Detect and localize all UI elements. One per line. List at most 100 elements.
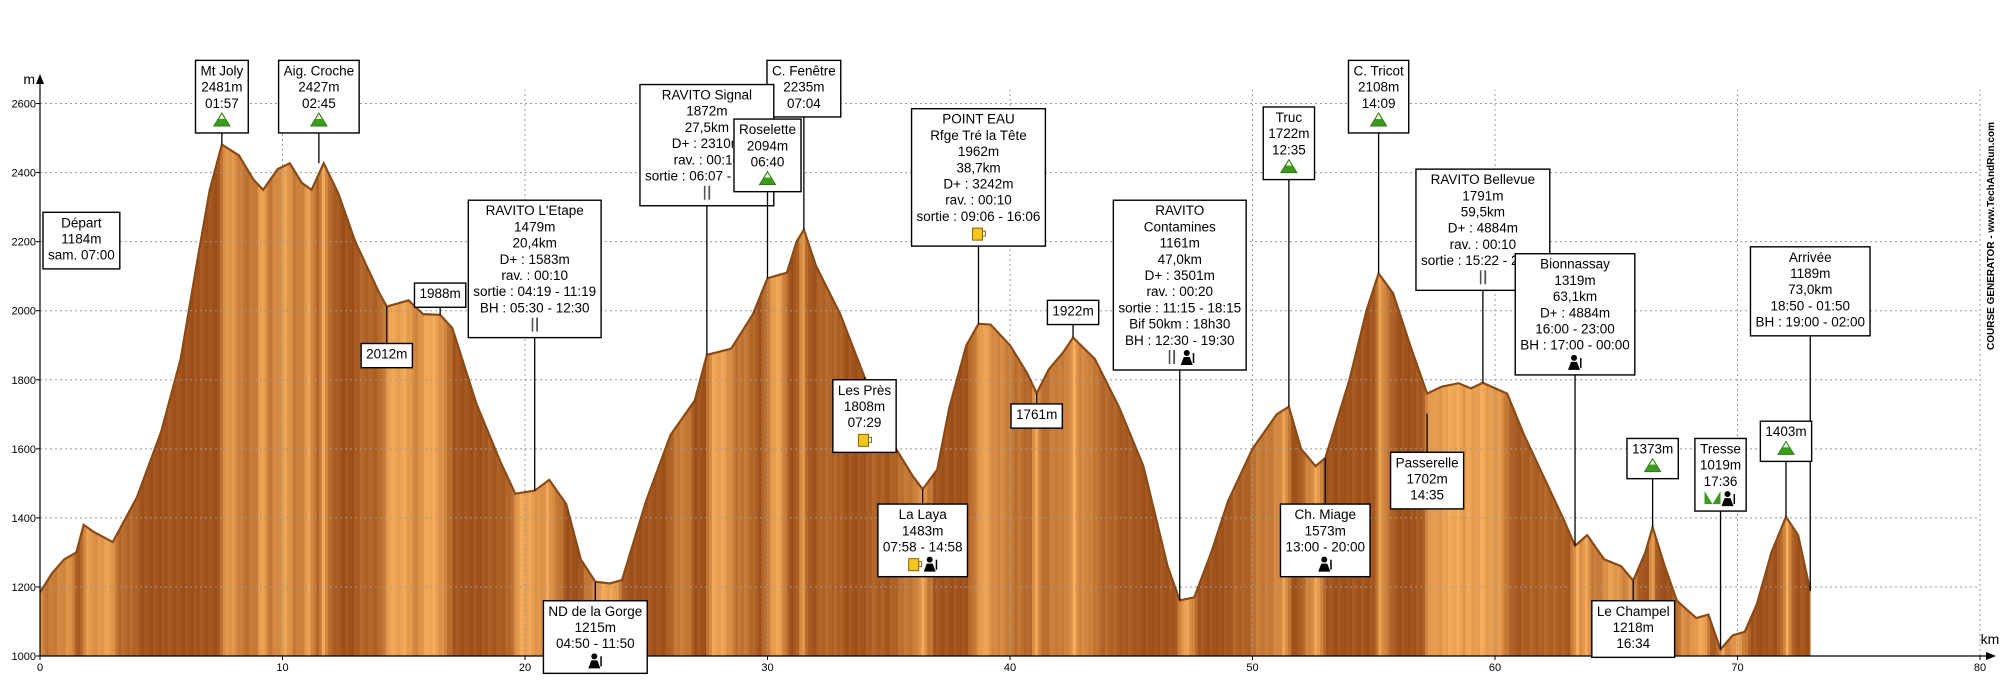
profile-strip xyxy=(42,582,47,657)
person-icon-head xyxy=(1724,491,1731,498)
x-tick-label: 0 xyxy=(37,662,43,674)
profile-strip xyxy=(1066,341,1071,657)
profile-strip xyxy=(345,213,349,657)
profile-strip xyxy=(505,472,509,657)
annotation-box xyxy=(1389,451,1465,510)
x-tick-label: 40 xyxy=(1004,662,1016,674)
profile-strip xyxy=(665,440,669,657)
profile-strip xyxy=(441,315,445,657)
profile-strip xyxy=(1453,383,1458,657)
profile-strip xyxy=(1439,386,1443,657)
profile-strip xyxy=(1506,393,1510,657)
profile-strip xyxy=(819,273,824,657)
profile-strip xyxy=(240,157,244,657)
person-icon-stick xyxy=(1192,353,1195,364)
profile-strip xyxy=(1451,383,1455,657)
annotation-text: D+ : 4884m xyxy=(1448,221,1518,236)
profile-strip xyxy=(287,163,291,657)
profile-strip xyxy=(1203,563,1208,657)
profile-strip xyxy=(490,439,495,657)
x-tick-label: 50 xyxy=(1246,662,1258,674)
profile-strip xyxy=(1162,548,1167,657)
drink-icon xyxy=(971,227,983,241)
drink-icon xyxy=(858,433,869,447)
profile-strip xyxy=(103,536,108,657)
profile-strip xyxy=(1366,300,1371,657)
profile-strip xyxy=(179,347,183,657)
profile-strip xyxy=(455,340,460,657)
profile-strip xyxy=(132,498,137,657)
profile-strip xyxy=(1808,586,1811,657)
cutlery-icon-fork xyxy=(531,317,534,332)
profile-strip xyxy=(703,356,707,657)
profile-strip xyxy=(1497,389,1502,657)
annotation-text: 73,0km xyxy=(1788,282,1832,297)
profile-strip xyxy=(1200,571,1205,657)
annotation-text: rav. : 00:10 xyxy=(501,268,568,283)
profile-strip xyxy=(191,278,195,657)
profile-strip xyxy=(321,165,326,657)
x-tick-label: 30 xyxy=(761,662,773,674)
annotation-text: 01:57 xyxy=(205,96,239,111)
profile-strip xyxy=(310,184,314,657)
profile-strip xyxy=(1261,429,1266,657)
profile-strip xyxy=(1678,601,1682,657)
annotation-box xyxy=(360,342,414,369)
profile-strip xyxy=(1087,351,1091,657)
profile-strip xyxy=(1532,453,1537,657)
annotation-text: D+ : 1583m xyxy=(500,252,570,267)
profile-strip xyxy=(674,424,678,657)
profile-strip xyxy=(298,177,303,657)
y-tick-label: 1600 xyxy=(12,444,36,456)
profile-strip xyxy=(467,376,471,657)
profile-strip xyxy=(1171,578,1176,657)
profile-strip xyxy=(83,524,87,657)
profile-strip xyxy=(1256,438,1260,657)
profile-strip xyxy=(464,367,469,657)
annotation-text: sam. 07:00 xyxy=(48,248,115,263)
profile-strip xyxy=(662,448,666,657)
profile-strip xyxy=(671,428,675,657)
profile-strip xyxy=(1381,276,1385,657)
annotation-text: D+ : 4884m xyxy=(1540,305,1610,320)
profile-strip xyxy=(999,334,1004,657)
profile-strip xyxy=(435,314,439,657)
annotation-text: 1403m xyxy=(1765,424,1806,439)
profile-strip xyxy=(1130,436,1135,657)
profile-strip xyxy=(1683,606,1688,657)
profile-strip xyxy=(1416,363,1420,657)
annotation-box xyxy=(1749,246,1871,337)
profile-strip xyxy=(1459,383,1464,657)
profile-strip xyxy=(74,546,79,657)
annotation-text: Roselette xyxy=(739,122,796,137)
profile-strip xyxy=(127,509,131,657)
y-tick-label: 2200 xyxy=(12,237,36,249)
annotation-text: 07:29 xyxy=(848,415,882,430)
profile-strip xyxy=(1238,471,1243,657)
profile-strip xyxy=(231,150,236,657)
profile-strip xyxy=(365,264,370,657)
profile-strip xyxy=(1116,402,1120,657)
annotation-text: BH : 05:30 - 12:30 xyxy=(480,300,590,315)
annotation-text: 2012m xyxy=(366,347,407,362)
profile-strip xyxy=(784,268,789,657)
annotation-text: 1483m xyxy=(902,523,943,538)
profile-strip xyxy=(150,452,154,657)
profile-strip xyxy=(1258,434,1263,657)
profile-strip xyxy=(1465,385,1470,657)
profile-strip xyxy=(761,285,765,657)
profile-strip xyxy=(147,460,151,657)
profile-strip xyxy=(278,166,282,657)
profile-strip xyxy=(252,177,256,657)
profile-strip xyxy=(1517,420,1522,657)
annotation: 2012m xyxy=(360,306,414,369)
profile-strip xyxy=(1468,387,1473,657)
summit-icon-snow xyxy=(315,113,322,119)
cutlery-icon-knife xyxy=(536,317,538,332)
annotation-text: 1761m xyxy=(1016,407,1057,422)
summit-icon xyxy=(1643,457,1662,473)
annotation-text: 18:50 - 01:50 xyxy=(1770,298,1850,313)
